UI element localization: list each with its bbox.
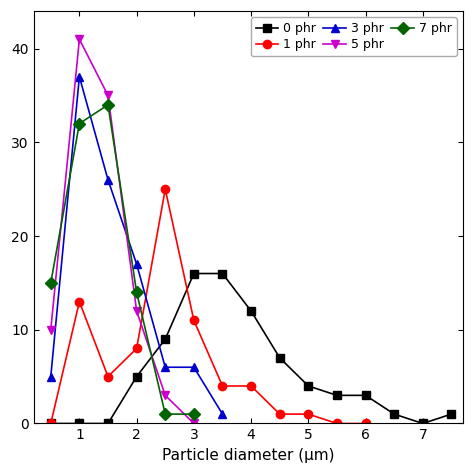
Line: 1 phr: 1 phr [46, 185, 370, 428]
Line: 5 phr: 5 phr [46, 35, 198, 428]
Line: 7 phr: 7 phr [46, 100, 198, 418]
1 phr [363, 420, 368, 426]
0 phr [306, 383, 311, 389]
7 phr [191, 411, 197, 417]
1 phr [306, 411, 311, 417]
0 phr [448, 411, 454, 417]
0 phr [48, 420, 54, 426]
0 phr [277, 355, 283, 361]
7 phr [163, 411, 168, 417]
3 phr [191, 365, 197, 370]
3 phr [163, 365, 168, 370]
1 phr [48, 420, 54, 426]
3 phr [76, 74, 82, 80]
0 phr [334, 392, 340, 398]
Line: 3 phr: 3 phr [46, 73, 227, 418]
X-axis label: Particle diameter (μm): Particle diameter (μm) [162, 448, 335, 463]
7 phr [105, 102, 111, 108]
1 phr [248, 383, 254, 389]
0 phr [420, 420, 426, 426]
1 phr [219, 383, 225, 389]
0 phr [219, 271, 225, 276]
5 phr [134, 308, 139, 314]
Legend: 0 phr, 1 phr, 3 phr, 5 phr, 7 phr: 0 phr, 1 phr, 3 phr, 5 phr, 7 phr [251, 18, 456, 56]
0 phr [76, 420, 82, 426]
Line: 0 phr: 0 phr [46, 269, 456, 428]
7 phr [48, 280, 54, 286]
0 phr [248, 308, 254, 314]
5 phr [191, 420, 197, 426]
1 phr [76, 299, 82, 304]
1 phr [277, 411, 283, 417]
0 phr [134, 374, 139, 380]
3 phr [134, 261, 139, 267]
7 phr [134, 290, 139, 295]
5 phr [105, 92, 111, 98]
1 phr [334, 420, 340, 426]
0 phr [163, 336, 168, 342]
0 phr [363, 392, 368, 398]
3 phr [105, 177, 111, 182]
1 phr [134, 346, 139, 351]
1 phr [191, 318, 197, 323]
0 phr [191, 271, 197, 276]
0 phr [392, 411, 397, 417]
5 phr [163, 392, 168, 398]
7 phr [76, 121, 82, 127]
1 phr [105, 374, 111, 380]
3 phr [219, 411, 225, 417]
5 phr [48, 327, 54, 333]
1 phr [163, 186, 168, 192]
0 phr [105, 420, 111, 426]
5 phr [76, 36, 82, 42]
3 phr [48, 374, 54, 380]
